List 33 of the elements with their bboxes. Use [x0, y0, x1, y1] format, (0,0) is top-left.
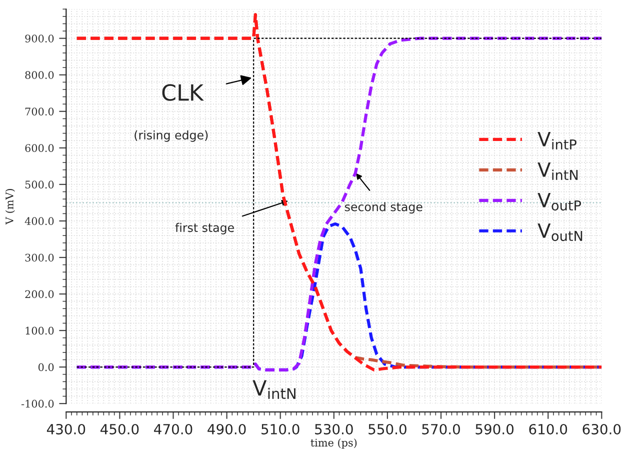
y-tick-label: 800.0: [25, 71, 54, 79]
x-tick-label: 510.0: [262, 424, 300, 434]
annotation: V$_{intN}$: [252, 380, 296, 399]
y-tick-label: 500.0: [25, 180, 54, 189]
y-tick-label: 400.0: [24, 217, 54, 226]
annotation: (rising edge): [134, 130, 208, 142]
legend-label: V$_{intN}$: [538, 162, 578, 180]
x-tick-label: 430.0: [46, 424, 86, 434]
x-tick-label: 450.0: [100, 424, 139, 434]
legend-label: V$_{outP}$: [538, 193, 582, 211]
y-tick-label: 200.0: [25, 290, 54, 298]
annotation: second stage: [344, 202, 422, 214]
y-tick-label: 100.0: [26, 326, 54, 335]
x-tick-label: 550.0: [368, 424, 406, 434]
y-tick-label: 300.0: [25, 254, 54, 262]
y-tick-label: 600.0: [25, 144, 54, 152]
x-tick-label: 530.0: [315, 424, 353, 434]
y-tick-label: 900.0: [25, 34, 54, 42]
x-tick-label: 470.0: [154, 424, 192, 434]
x-axis-title: time (ps): [310, 438, 357, 449]
x-tick-label: 590.0: [476, 424, 514, 434]
x-tick-label: 630.0: [582, 424, 621, 434]
x-tick-label: 610.0: [529, 424, 568, 434]
x-tick-label: 490.0: [208, 424, 246, 434]
y-tick-label: -100.0: [21, 400, 54, 408]
y-axis-title: V (mV): [5, 188, 15, 225]
legend-label: V$_{intP}$: [538, 132, 576, 150]
annotation: first stage: [175, 222, 234, 234]
legend-label: V$_{outN}$: [538, 224, 582, 242]
y-tick-label: 0.0: [38, 363, 54, 372]
x-tick-label: 570.0: [422, 424, 460, 434]
y-tick-label: 700.0: [25, 108, 54, 116]
annotation: CLK: [162, 84, 204, 101]
